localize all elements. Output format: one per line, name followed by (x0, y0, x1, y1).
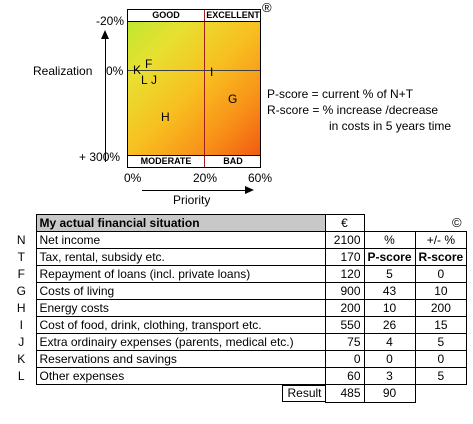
point-label-h: H (161, 110, 170, 124)
x-axis-arrow (245, 186, 254, 194)
table-title: My actual financial situation (35, 214, 326, 232)
quadrant-label-moderate: MODERATE (128, 156, 204, 167)
row-r-score: 0 (414, 350, 468, 368)
row-r-score: 5 (414, 367, 468, 385)
row-code: T (17, 249, 25, 264)
row-r-score: 15 (414, 316, 468, 334)
table-row: G Costs of living 900 43 10 (7, 282, 468, 300)
row-r-score: 5 (414, 333, 468, 351)
table-row: I Cost of food, drink, clothing, transpo… (7, 316, 468, 334)
table-row: N Net income 2100 % +/- % (7, 231, 468, 249)
row-value: 0 (324, 350, 365, 368)
row-code: N (16, 232, 26, 247)
x-tick-60: 60% (248, 171, 273, 185)
row-label: Energy costs (35, 299, 326, 317)
row-label: Costs of living (35, 282, 326, 300)
row-value: 550 (324, 316, 365, 334)
row-code: G (16, 283, 26, 298)
row-code: I (19, 317, 23, 332)
point-label-i: I (210, 65, 214, 79)
row-value: 75 (324, 333, 365, 351)
row-value: 170 (324, 248, 365, 266)
r-score-header: R-score (414, 248, 468, 266)
financial-table: My actual financial situation € N Net in… (7, 214, 468, 403)
p-score-header: P-score (363, 248, 416, 266)
legend-p-score: P-score = current % of N+T (267, 87, 414, 101)
quadrant-label-good: GOOD (128, 10, 204, 21)
legend-r-score: R-score = % increase /decrease (267, 103, 439, 117)
quadrant-label-divider-top (128, 21, 260, 22)
row-r-score: 10 (414, 282, 468, 300)
row-label: Other expenses (35, 367, 326, 385)
row-r-score: 0 (414, 265, 468, 283)
row-p-score: 0 (363, 350, 416, 368)
quadrant-label-excellent: EXCELLENT (205, 10, 260, 21)
row-p-score: 43 (363, 282, 416, 300)
row-label: Net income (35, 231, 326, 249)
row-r-score: +/- % (414, 231, 468, 249)
row-value: 200 (324, 299, 365, 317)
row-value: 2100 (324, 231, 365, 249)
row-code: L (17, 368, 25, 383)
table-header-row: My actual financial situation € (7, 214, 467, 232)
y-axis-line (105, 38, 106, 162)
row-code: H (16, 300, 26, 315)
horizontal-divider (128, 70, 260, 71)
result-label: Result (282, 385, 326, 402)
row-value: 60 (324, 367, 365, 385)
result-row: Result 485 90 (7, 384, 467, 403)
row-label: Reservations and savings (35, 350, 326, 368)
table-row: K Reservations and savings 0 0 0 (7, 350, 468, 368)
table-row: T Tax, rental, subsidy etc. 170 P-score … (7, 248, 468, 266)
legend-r-score-cont: in costs in 5 years time (329, 119, 452, 133)
y-axis-arrow (101, 30, 109, 39)
y-axis-title: Realization (33, 64, 93, 78)
copyright-mark: © (452, 215, 462, 230)
quadrant-chart: GOOD EXCELLENT MODERATE BAD K F L J I G … (127, 9, 261, 168)
row-p-score: 3 (363, 367, 416, 385)
x-axis-title: Priority (173, 193, 211, 207)
row-label: Tax, rental, subsidy etc. (35, 248, 326, 266)
row-p-score: 4 (363, 333, 416, 351)
table-row: H Energy costs 200 10 200 (7, 299, 468, 317)
table-row: L Other expenses 60 3 5 (7, 367, 468, 385)
point-label-k: K (133, 63, 142, 77)
point-label-g: G (228, 92, 238, 106)
row-p-score: 26 (363, 316, 416, 334)
currency-header: € (324, 214, 365, 232)
y-tick-bottom: + 300% (79, 150, 121, 164)
row-value: 900 (324, 282, 365, 300)
result-p-score: 90 (363, 384, 416, 403)
row-p-score: 5 (363, 265, 416, 283)
result-value: 485 (324, 384, 365, 403)
row-p-score: 10 (363, 299, 416, 317)
vertical-divider (204, 10, 205, 167)
x-tick-20: 20% (193, 171, 218, 185)
x-tick-0: 0% (124, 171, 142, 185)
row-label: Extra ordinairy expenses (parents, medic… (35, 333, 326, 351)
y-tick-zero: 0% (106, 64, 124, 78)
quadrant-label-bad: BAD (205, 156, 260, 167)
row-label: Cost of food, drink, clothing, transport… (35, 316, 326, 334)
row-code: F (17, 266, 25, 281)
row-p-score: % (363, 231, 416, 249)
registered-mark: ® (262, 0, 272, 15)
point-label-j: J (151, 73, 157, 87)
table-row: J Extra ordinairy expenses (parents, med… (7, 333, 468, 351)
point-label-l: L (141, 73, 148, 87)
row-code: K (17, 351, 26, 366)
table-row: F Repayment of loans (incl. private loan… (7, 265, 468, 283)
x-axis-line (142, 190, 246, 191)
y-tick-top: -20% (96, 14, 125, 28)
point-label-f: F (145, 57, 153, 71)
row-value: 120 (324, 265, 365, 283)
row-code: J (18, 334, 25, 349)
row-label: Repayment of loans (incl. private loans) (35, 265, 326, 283)
quadrant-label-divider-bottom (128, 155, 260, 156)
row-r-score: 200 (414, 299, 468, 317)
